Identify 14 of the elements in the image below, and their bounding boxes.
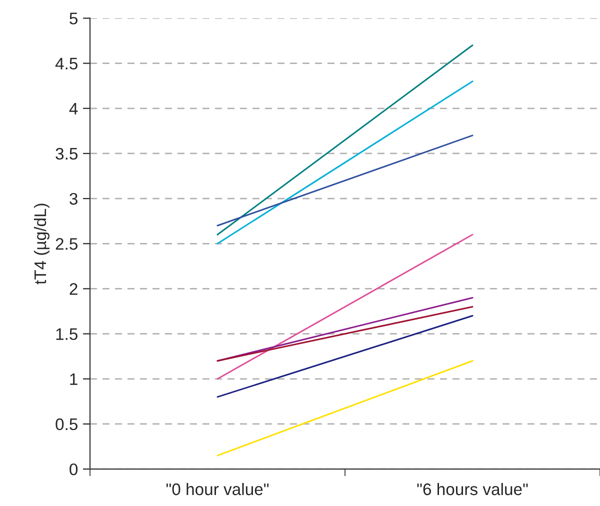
y-tick-label: 0 [70,463,78,476]
x-tick-label: "0 hour value" [166,482,269,496]
y-tick-label: 2 [70,283,78,295]
y-tick-label: 5 [70,12,78,24]
y-tick-label: 3.5 [56,148,78,160]
y-tick-label: 1.5 [56,328,78,340]
y-axis-title: tT4 (µg/dL) [34,204,50,284]
x-tick-label: "6 hours value" [417,482,528,496]
y-tick-label: 2.5 [56,238,78,250]
y-tick-label: 4.5 [55,58,78,70]
y-tick-label: 4 [69,102,78,114]
y-tick-label: 3 [70,192,78,205]
y-tick-label: 1 [70,373,78,385]
y-tick-label: 0.5 [56,418,78,430]
